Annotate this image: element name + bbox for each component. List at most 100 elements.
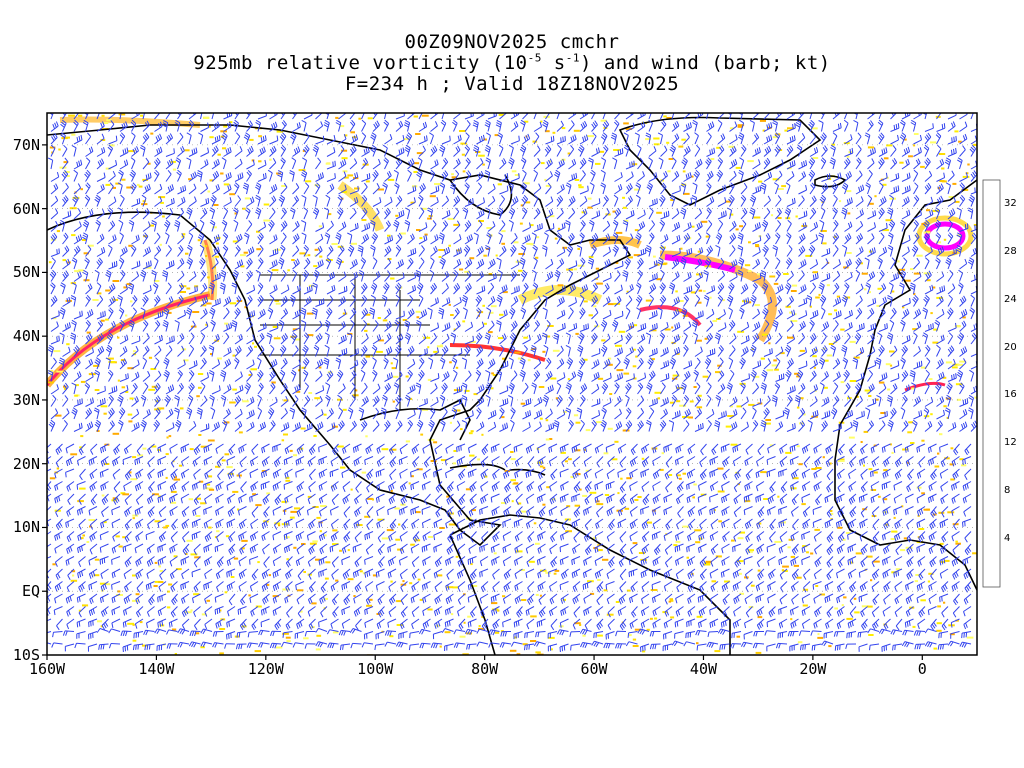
wind-barb: [661, 120, 667, 131]
wind-barb: [652, 594, 660, 603]
vorticity-band: [640, 307, 700, 325]
wind-barb: [810, 283, 816, 294]
wind-barb: [889, 220, 895, 231]
wind-barb: [603, 310, 611, 319]
wind-barb: [792, 544, 798, 555]
wind-barb: [544, 233, 548, 244]
wind-barb: [787, 358, 794, 369]
wind-barb: [847, 632, 856, 639]
wind-barb: [879, 147, 887, 156]
wind-barb: [301, 170, 307, 181]
wind-barb: [496, 321, 501, 332]
wind-barb: [572, 519, 580, 528]
wind-barb: [566, 408, 571, 419]
wind-barb: [309, 544, 316, 554]
wind-barb: [435, 557, 442, 567]
vorticity-speckle-cell: [794, 565, 799, 567]
vorticity-speckle-cell: [823, 456, 825, 458]
vorticity-speckle-cell: [546, 486, 550, 488]
lon-label: 120W: [236, 660, 296, 678]
wind-barb: [699, 607, 706, 617]
wind-barb: [135, 544, 143, 553]
wind-barb: [419, 245, 425, 256]
wind-barb: [280, 133, 286, 144]
wind-barb: [891, 173, 899, 182]
wind-barb: [286, 557, 292, 568]
wind-barb: [878, 258, 883, 269]
wind-barb: [546, 358, 552, 369]
vorticity-speckle-cell: [598, 378, 603, 380]
wind-barb: [758, 444, 764, 455]
wind-barb: [302, 120, 306, 131]
wind-barb: [97, 173, 105, 182]
wind-barb: [592, 410, 600, 419]
wind-barb: [278, 258, 284, 269]
lon-label: 20W: [783, 660, 843, 678]
vorticity-speckle-cell: [954, 130, 958, 132]
wind-barb: [757, 532, 764, 542]
wind-barb: [48, 158, 53, 169]
wind-barb: [109, 235, 117, 245]
wind-barb: [695, 311, 703, 319]
wind-barb: [201, 148, 209, 157]
wind-barb: [678, 507, 684, 518]
wind-barb: [97, 629, 108, 633]
wind-barb: [753, 247, 761, 256]
wind-barb: [618, 519, 626, 528]
wind-barb: [454, 308, 460, 319]
wind-barb: [112, 619, 120, 628]
wind-barb: [51, 322, 58, 332]
wind-barb: [373, 159, 380, 169]
wind-barb: [730, 122, 737, 132]
wind-barb: [290, 133, 296, 144]
wind-barb: [362, 643, 373, 648]
wind-barb: [878, 120, 883, 131]
vorticity-speckle-cell: [541, 162, 545, 164]
wind-barb: [109, 308, 114, 319]
wind-barb: [603, 398, 611, 407]
vorticity-speckle-cell: [198, 434, 201, 436]
wind-barb: [906, 494, 914, 503]
vorticity-speckle-cell: [920, 599, 926, 601]
wind-barb: [465, 145, 470, 156]
colorbar-label: 4: [1004, 533, 1010, 544]
vorticity-speckle-cell: [843, 596, 846, 598]
wind-barb: [303, 370, 308, 381]
wind-barb: [580, 170, 586, 181]
wind-barb: [270, 184, 277, 194]
vorticity-speckle-cell: [255, 650, 261, 652]
wind-barb: [339, 630, 350, 635]
wind-barb: [373, 408, 379, 419]
wind-barb: [373, 271, 380, 281]
wind-barb: [454, 234, 462, 244]
wind-barb: [372, 370, 377, 381]
wind-barb: [707, 383, 712, 394]
vorticity-speckle-cell: [937, 622, 942, 624]
wind-barb: [396, 642, 407, 647]
vorticity-speckle-cell: [133, 640, 137, 642]
wind-barb: [149, 482, 155, 493]
wind-barb: [776, 422, 783, 432]
wind-barb: [569, 420, 574, 431]
vorticity-speckle-cell: [274, 337, 281, 339]
vorticity-speckle-cell: [871, 489, 876, 491]
vorticity-speckle-cell: [676, 400, 680, 402]
wind-barb: [500, 195, 505, 206]
wind-barb: [51, 184, 58, 194]
wind-barb: [902, 147, 910, 157]
wind-barb: [658, 308, 662, 319]
wind-barb: [187, 245, 192, 256]
wind-barb: [141, 420, 147, 431]
vorticity-speckle-cell: [614, 441, 618, 443]
wind-barb: [822, 421, 828, 432]
wind-barb: [293, 360, 301, 369]
wind-barb: [672, 384, 679, 394]
wind-barb: [293, 422, 301, 431]
wind-barb: [182, 457, 189, 467]
wind-barb: [109, 284, 116, 295]
wind-barb: [189, 421, 196, 431]
wind-barb: [879, 247, 887, 257]
wind-barb: [91, 444, 98, 455]
wind-barb: [447, 569, 454, 580]
wind-barb: [175, 420, 181, 431]
